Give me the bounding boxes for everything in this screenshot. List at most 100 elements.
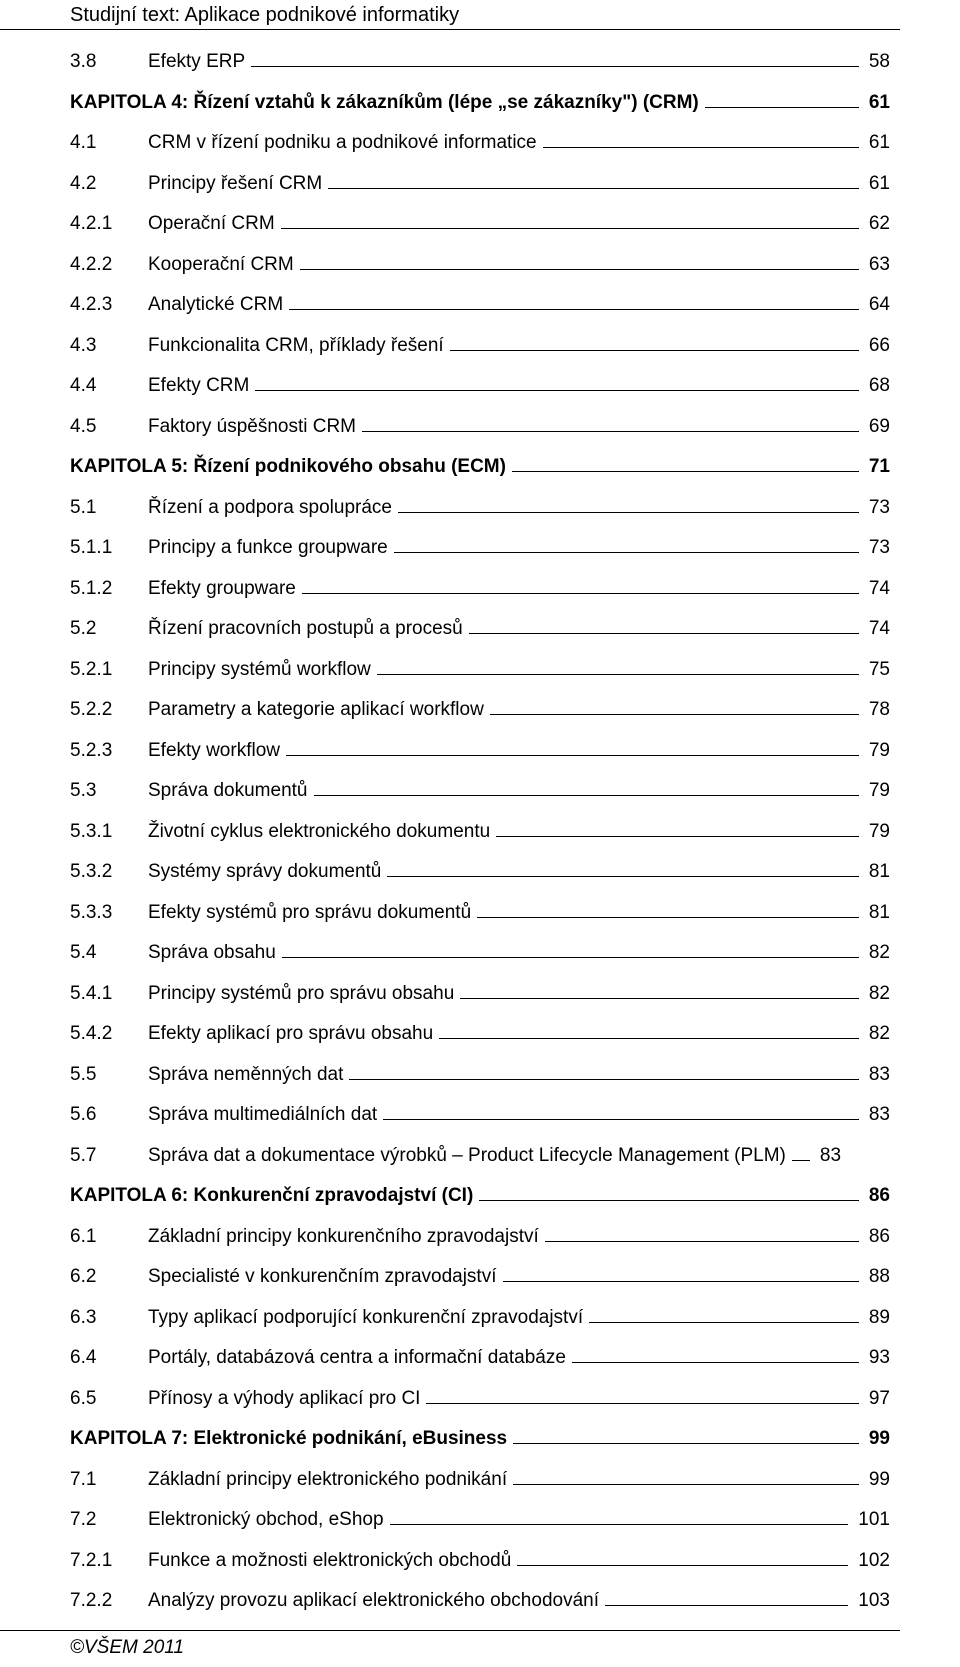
toc-row: KAPITOLA 6: Konkurenční zpravodajství (C… [70,1182,890,1211]
toc-entry-titlewrap: KAPITOLA 7: Elektronické podnikání, eBus… [70,1425,890,1454]
toc-entry-number: 5.5 [70,1061,148,1090]
toc-leader-line [426,1385,858,1403]
toc-entry-titlewrap: Efekty groupware74 [148,575,890,604]
toc-row: 5.3Správa dokumentů79 [70,777,890,806]
toc-entry-titlewrap: Kooperační CRM 63 [148,251,890,280]
toc-entry-title: CRM v řízení podniku a podnikové informa… [148,129,537,158]
toc-entry-titlewrap: Efekty aplikací pro správu obsahu82 [148,1020,890,1049]
toc-entry-title: KAPITOLA 6: Konkurenční zpravodajství (C… [70,1182,473,1211]
toc-entry-page: 61 [865,170,890,199]
toc-entry-titlewrap: Správa multimediálních dat 83 [148,1101,890,1130]
toc-row: 7.2Elektronický obchod, eShop101 [70,1506,890,1535]
toc-entry-page: 99 [865,1425,890,1454]
toc-entry-page: 103 [854,1587,890,1616]
toc-entry-page: 79 [865,818,890,847]
toc-row: KAPITOLA 7: Elektronické podnikání, eBus… [70,1425,890,1454]
toc-leader-line [314,778,859,796]
toc-entry-title: Kooperační CRM [148,251,294,280]
toc-entry-page: 83 [865,1101,890,1130]
toc-leader-line [390,1507,849,1525]
toc-entry-page: 62 [865,210,890,239]
page-header: Studijní text: Aplikace podnikové inform… [0,0,900,30]
toc-row: 4.5Faktory úspěšnosti CRM69 [70,413,890,442]
toc-entry-number: 4.4 [70,372,148,401]
toc-row: 5.1Řízení a podpora spolupráce73 [70,494,890,523]
toc-entry-title: Řízení pracovních postupů a procesů [148,615,463,644]
toc-entry-page: 86 [865,1223,890,1252]
toc-row: 4.2.2Kooperační CRM 63 [70,251,890,280]
toc-entry-titlewrap: CRM v řízení podniku a podnikové informa… [148,129,890,158]
toc-entry-titlewrap: Analýzy provozu aplikací elektronického … [148,1587,890,1616]
toc-leader-line [572,1345,859,1363]
toc-entry-titlewrap: KAPITOLA 4: Řízení vztahů k zákazníkům (… [70,89,890,118]
toc-entry-titlewrap: Principy systémů workflow75 [148,656,890,685]
toc-entry-number: 4.2 [70,170,148,199]
toc-row: 5.2.2Parametry a kategorie aplikací work… [70,696,890,725]
toc-entry-page: 82 [865,1020,890,1049]
toc-entry-titlewrap: Analytické CRM64 [148,291,890,320]
toc-row: 5.6Správa multimediálních dat83 [70,1101,890,1130]
page-footer: ©VŠEM 2011 [0,1630,900,1667]
page: Studijní text: Aplikace podnikové inform… [0,0,960,1667]
toc-entry-titlewrap: Správa obsahu82 [148,939,890,968]
toc-row: 7.1Základní principy elektronického podn… [70,1466,890,1495]
toc-entry-page: 99 [865,1466,890,1495]
toc-entry-page: 63 [865,251,890,280]
toc-entry-title: Správa neměnných dat [148,1061,343,1090]
toc-entry-title: Analytické CRM [148,291,283,320]
toc-entry-page: 73 [865,494,890,523]
toc-entry-number: 5.2.2 [70,696,148,725]
toc-row: 5.4.2Efekty aplikací pro správu obsahu82 [70,1020,890,1049]
toc-leader-line [394,535,859,553]
toc-entry-title: Efekty groupware [148,575,296,604]
toc-entry-number: 6.2 [70,1263,148,1292]
toc-row: 5.2Řízení pracovních postupů a procesů74 [70,615,890,644]
toc-leader-line [300,251,859,269]
toc-entry-titlewrap: Životní cyklus elektronického dokumentu7… [148,818,890,847]
toc-entry-title: Operační CRM [148,210,275,239]
toc-entry-page: 66 [865,332,890,361]
toc-row: 4.1CRM v řízení podniku a podnikové info… [70,129,890,158]
toc-leader-line [517,1547,848,1565]
toc-entry-page: 74 [865,615,890,644]
toc-entry-titlewrap: Správa neměnných dat83 [148,1061,890,1090]
toc-row: 5.3.3Efekty systémů pro správu dokumentů… [70,899,890,928]
toc-leader-line [513,1466,859,1484]
toc-row: 4.2Principy řešení CRM61 [70,170,890,199]
toc-entry-number: 6.4 [70,1344,148,1373]
toc-entry-page: 78 [865,696,890,725]
toc-row: 5.5Správa neměnných dat83 [70,1061,890,1090]
toc-entry-titlewrap: Systémy správy dokumentů81 [148,858,890,887]
toc-entry-number: 4.2.3 [70,291,148,320]
toc-entry-title: Principy systémů pro správu obsahu [148,980,454,1009]
toc-entry-page: 61 [865,129,890,158]
toc-leader-line [589,1304,859,1322]
toc-row: 5.4Správa obsahu82 [70,939,890,968]
toc-leader-line [496,818,859,836]
toc-entry-title: Efekty ERP [148,48,245,77]
toc-entry-titlewrap: Funkcionalita CRM, příklady řešení66 [148,332,890,361]
toc-entry-number: 5.1 [70,494,148,523]
toc-row: 5.1.1Principy a funkce groupware73 [70,534,890,563]
toc-entry-number: 6.3 [70,1304,148,1333]
toc-entry-page: 86 [865,1182,890,1211]
toc-entry-number: 5.4.1 [70,980,148,1009]
toc-entry-titlewrap: Typy aplikací podporující konkurenční zp… [148,1304,890,1333]
toc-leader-line [255,373,859,391]
toc-entry-title: Parametry a kategorie aplikací workflow [148,696,484,725]
toc-leader-line [439,1021,859,1039]
toc-entry-number: 4.2.2 [70,251,148,280]
toc-entry-titlewrap: KAPITOLA 5: Řízení podnikového obsahu (E… [70,453,890,482]
toc-row: 4.3Funkcionalita CRM, příklady řešení66 [70,332,890,361]
toc-entry-number: 5.1.1 [70,534,148,563]
toc-entry-page: 97 [865,1385,890,1414]
toc-entry-number: 5.3.2 [70,858,148,887]
toc-leader-line [792,1142,810,1160]
toc-leader-line [362,413,859,431]
toc-row: 5.7Správa dat a dokumentace výrobků – Pr… [70,1142,890,1171]
toc-entry-titlewrap: Elektronický obchod, eShop101 [148,1506,890,1535]
toc-entry-title: Efekty CRM [148,372,249,401]
toc-entry-title: Správa multimediálních dat [148,1101,377,1130]
toc-entry-titlewrap: Efekty CRM68 [148,372,890,401]
toc-row: 6.2Specialisté v konkurenčním zpravodajs… [70,1263,890,1292]
